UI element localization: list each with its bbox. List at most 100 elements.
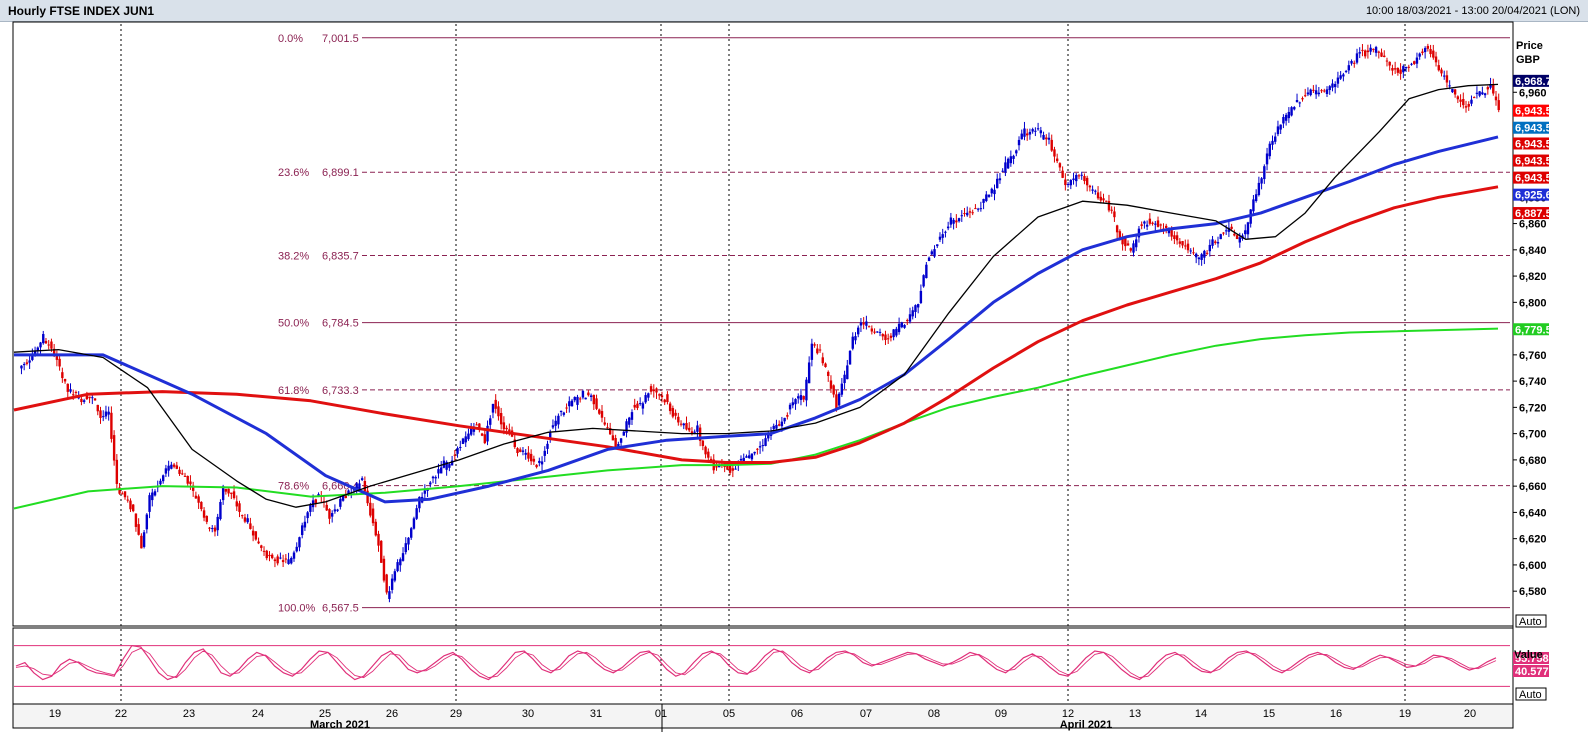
- candle-body: [505, 427, 508, 430]
- candle-body: [1184, 245, 1187, 247]
- candle-body: [704, 446, 707, 455]
- candle-body: [941, 234, 944, 238]
- day-label: 05: [723, 708, 735, 720]
- candle-body: [1453, 89, 1457, 95]
- candle-body: [1211, 239, 1214, 246]
- oscillator-upper-tag: [1513, 652, 1549, 664]
- candle-body: [693, 431, 696, 433]
- price-tag-box: [1513, 323, 1549, 336]
- candle-body: [1034, 130, 1037, 132]
- candle-body: [352, 489, 356, 491]
- candle-body: [183, 475, 187, 477]
- candle-body: [974, 208, 977, 210]
- candle-body: [622, 431, 626, 436]
- candle-body: [137, 524, 140, 535]
- candle-body: [1137, 228, 1141, 238]
- candle-body: [655, 388, 658, 393]
- candle-body: [685, 423, 688, 430]
- auto-scale-button[interactable]: [1515, 614, 1547, 628]
- candle-body: [1094, 190, 1097, 192]
- candle-body: [1279, 124, 1282, 130]
- day-label: 29: [450, 708, 462, 720]
- candle-body: [1115, 225, 1119, 233]
- price-tick-label: 6,660: [1519, 481, 1547, 493]
- candle-body: [491, 403, 495, 413]
- candle-body: [1113, 211, 1116, 218]
- candle-body: [1396, 68, 1400, 73]
- candle-body: [521, 450, 525, 452]
- candle-body: [200, 501, 203, 510]
- candle-body: [1173, 235, 1176, 239]
- candle-body: [415, 508, 418, 519]
- candle-body: [985, 194, 988, 202]
- candle-body: [85, 394, 89, 400]
- candle-body: [249, 523, 252, 529]
- candle-body: [276, 556, 279, 564]
- candle-body: [516, 448, 519, 454]
- candle-body: [652, 389, 655, 392]
- candle-body: [914, 305, 917, 312]
- price-tag-label: 6,925.6: [1515, 190, 1552, 202]
- candle-body: [1385, 60, 1389, 62]
- lower-auto-scale-button[interactable]: [1515, 687, 1547, 701]
- candle-body: [1276, 126, 1280, 135]
- time-axis-strip: [12, 703, 1514, 729]
- candle-body: [235, 501, 238, 507]
- candle-body: [1290, 107, 1293, 116]
- candle-body: [1260, 178, 1263, 184]
- candle-body: [1233, 233, 1236, 236]
- fib-level-value: 6,835.7: [322, 250, 359, 262]
- oscillator-upper-value: 55.758: [1515, 653, 1549, 665]
- candle-body: [1443, 75, 1446, 77]
- candle-body: [742, 457, 745, 462]
- sma-green-line: [13, 327, 1499, 510]
- candle-body: [42, 334, 45, 344]
- candle-body: [230, 492, 233, 494]
- fib-level-percent: 23.6%: [278, 167, 309, 179]
- candle-body: [401, 553, 405, 561]
- price-tag-box: [1513, 207, 1549, 220]
- price-tags: 6,968.7 6,943.5 6,943.5 6,943.5 6,943.5 6,943…: [1513, 74, 1552, 336]
- candle-body: [300, 525, 304, 536]
- price-tick-label: 6,620: [1519, 534, 1547, 546]
- candle-body: [99, 410, 102, 418]
- candle-body: [606, 427, 609, 429]
- day-label: 15: [1263, 708, 1275, 720]
- candle-body: [118, 487, 121, 494]
- candle-body: [1440, 69, 1443, 74]
- candle-body: [418, 496, 421, 509]
- candle-body: [554, 420, 557, 426]
- candle-body: [306, 512, 309, 519]
- candle-body: [897, 323, 901, 333]
- price-tag-label: 6,943.5: [1515, 156, 1552, 168]
- day-label: 01: [655, 708, 667, 720]
- candle-body: [1347, 65, 1351, 71]
- candle-body: [1102, 198, 1105, 201]
- candle-body: [538, 460, 541, 463]
- candle-body: [336, 509, 339, 511]
- candle-body: [1312, 89, 1315, 91]
- chart-date-range: 10:00 18/03/2021 - 13:00 20/04/2021 (LON…: [1365, 5, 1580, 17]
- candle-body: [486, 425, 489, 442]
- candle-body: [20, 365, 23, 369]
- candle-body: [1015, 150, 1018, 154]
- candle-body: [715, 466, 718, 468]
- chart-title: Hourly FTSE INDEX JUN1: [8, 4, 155, 18]
- candle-body: [33, 351, 37, 355]
- candle-body: [1001, 170, 1004, 172]
- candle-body: [540, 461, 544, 465]
- candle-body: [1088, 185, 1092, 188]
- candle-body: [1407, 66, 1410, 68]
- candle-body: [129, 500, 132, 510]
- candle-body: [167, 465, 170, 471]
- candle-body: [889, 335, 893, 338]
- candle-body: [1372, 48, 1375, 50]
- candle-body: [813, 344, 816, 346]
- candle-body: [840, 383, 844, 395]
- candle-body: [1410, 63, 1413, 65]
- candle-body: [1282, 116, 1285, 124]
- candle-body: [80, 398, 83, 403]
- candle-body: [102, 416, 105, 418]
- candle-body: [1472, 97, 1476, 99]
